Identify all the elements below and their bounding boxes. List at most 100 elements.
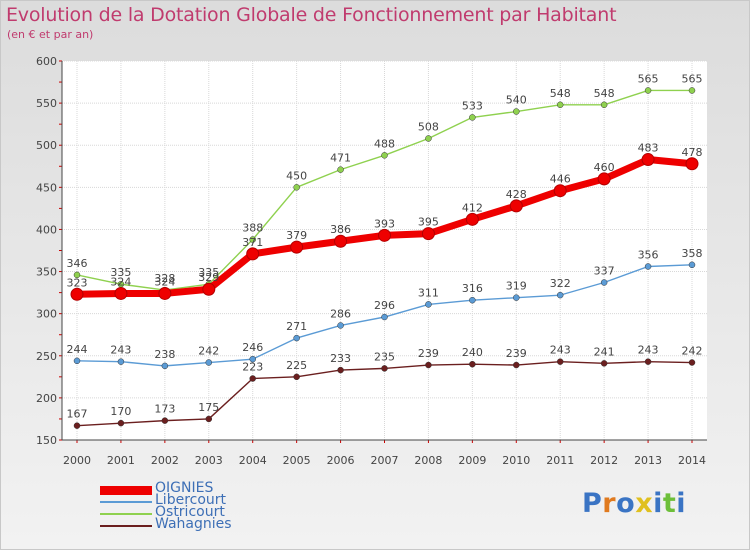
x-tick-label: 2011 xyxy=(546,454,574,467)
plot-area xyxy=(62,61,707,440)
data-label-libercourt: 356 xyxy=(638,249,659,262)
data-label-oignies: 386 xyxy=(330,223,351,236)
data-label-ostricourt: 328 xyxy=(154,272,175,285)
y-tick-label: 300 xyxy=(36,308,57,321)
data-label-libercourt: 316 xyxy=(462,282,483,295)
data-label-wahagnies: 240 xyxy=(462,346,483,359)
data-label-oignies: 379 xyxy=(286,229,307,242)
data-point-ostricourt xyxy=(337,166,344,173)
data-point-oignies xyxy=(290,240,304,254)
data-label-oignies: 393 xyxy=(374,217,395,230)
data-point-wahagnies xyxy=(117,419,125,427)
data-label-wahagnies: 223 xyxy=(242,361,263,374)
data-label-libercourt: 319 xyxy=(506,280,527,293)
data-point-wahagnies xyxy=(644,358,652,365)
data-label-libercourt: 286 xyxy=(330,307,351,320)
data-point-ostricourt xyxy=(688,87,696,94)
data-label-oignies: 446 xyxy=(550,173,571,186)
data-point-ostricourt xyxy=(513,108,520,115)
data-point-libercourt xyxy=(73,357,81,365)
proxiti-logo: Proxiti xyxy=(582,488,686,519)
data-point-ostricourt xyxy=(249,236,256,243)
data-label-ostricourt: 346 xyxy=(67,257,88,270)
data-label-wahagnies: 243 xyxy=(638,344,659,357)
data-point-wahagnies xyxy=(161,417,169,424)
data-label-libercourt: 244 xyxy=(67,343,88,356)
data-label-wahagnies: 242 xyxy=(682,345,703,358)
data-label-wahagnies: 170 xyxy=(110,405,131,418)
data-point-oignies xyxy=(509,199,523,213)
logo-letter: r xyxy=(602,488,617,519)
data-point-oignies xyxy=(421,227,435,241)
series xyxy=(70,87,699,429)
x-tick-label: 2006 xyxy=(327,454,355,467)
data-point-oignies xyxy=(158,286,172,300)
data-label-wahagnies: 239 xyxy=(506,347,527,360)
data-point-oignies xyxy=(114,286,128,300)
data-label-oignies: 428 xyxy=(506,188,527,201)
data-label-libercourt: 358 xyxy=(682,247,703,260)
x-tick-label: 2005 xyxy=(283,454,311,467)
data-label-oignies: 324 xyxy=(110,275,131,288)
data-point-wahagnies xyxy=(513,361,520,369)
logo-letter: P xyxy=(582,488,603,519)
data-label-libercourt: 271 xyxy=(286,320,307,333)
grid xyxy=(62,60,707,441)
x-tick-label: 2002 xyxy=(151,454,179,467)
data-label-oignies: 371 xyxy=(242,236,263,249)
axes: 150 200 250 300 350 400 450 500 550 600 2000 2001 20… xyxy=(36,55,707,467)
data-label-wahagnies: 167 xyxy=(67,408,88,421)
data-label-wahagnies: 239 xyxy=(418,347,439,360)
chart-subtitle: (en € et par an) xyxy=(7,28,94,41)
legend-swatch xyxy=(100,525,152,527)
legend-swatch xyxy=(100,513,152,515)
data-label-wahagnies: 241 xyxy=(594,345,615,358)
data-label-wahagnies: 173 xyxy=(154,403,175,416)
y-tick-label: 600 xyxy=(36,55,57,68)
data-point-oignies xyxy=(685,157,699,171)
data-label-libercourt: 337 xyxy=(594,265,615,278)
data-label-ostricourt: 565 xyxy=(682,72,703,85)
data-point-oignies xyxy=(70,287,84,301)
data-point-ostricourt xyxy=(293,184,300,191)
data-point-wahagnies xyxy=(293,373,300,381)
legend-swatch xyxy=(100,501,152,503)
x-tick-label: 2013 xyxy=(634,454,662,467)
data-point-wahagnies xyxy=(73,422,81,429)
y-tick-label: 400 xyxy=(36,223,57,236)
y-tick-label: 150 xyxy=(36,434,57,447)
y-tick-label: 550 xyxy=(36,97,57,110)
data-label-libercourt: 246 xyxy=(242,341,263,354)
x-tick-label: 2014 xyxy=(678,454,706,467)
y-tick-label: 500 xyxy=(36,139,57,152)
data-label-ostricourt: 548 xyxy=(550,87,571,100)
data-point-ostricourt xyxy=(381,152,388,159)
data-point-oignies xyxy=(202,282,216,296)
data-label-oignies: 329 xyxy=(198,271,219,284)
data-label-libercourt: 296 xyxy=(374,299,395,312)
data-point-libercourt xyxy=(513,294,520,301)
legend-swatch xyxy=(100,485,152,495)
data-point-ostricourt xyxy=(556,101,564,109)
data-point-wahagnies xyxy=(469,360,476,368)
legend-label: Libercourt xyxy=(155,492,227,508)
data-point-libercourt xyxy=(161,362,169,370)
data-point-oignies xyxy=(597,172,611,186)
data-point-libercourt xyxy=(381,313,388,321)
y-tick-label: 450 xyxy=(36,181,57,194)
legend-label: Wahagnies xyxy=(155,516,232,532)
data-point-libercourt xyxy=(205,359,213,366)
data-point-wahagnies xyxy=(337,366,344,374)
x-tick-label: 2010 xyxy=(502,454,530,467)
data-labels: 167 170 173 175 223 225 233 235 239 240 239 243 241 2… xyxy=(67,72,703,420)
x-tick-label: 2004 xyxy=(239,454,267,467)
data-point-wahagnies xyxy=(688,359,696,366)
x-tick-label: 2003 xyxy=(195,454,223,467)
data-point-oignies xyxy=(553,184,567,198)
data-point-ostricourt xyxy=(644,87,652,94)
data-label-ostricourt: 508 xyxy=(418,120,439,133)
data-point-libercourt xyxy=(600,279,608,286)
data-point-libercourt xyxy=(425,301,432,308)
data-point-libercourt xyxy=(293,334,300,342)
data-label-oignies: 324 xyxy=(154,275,175,288)
